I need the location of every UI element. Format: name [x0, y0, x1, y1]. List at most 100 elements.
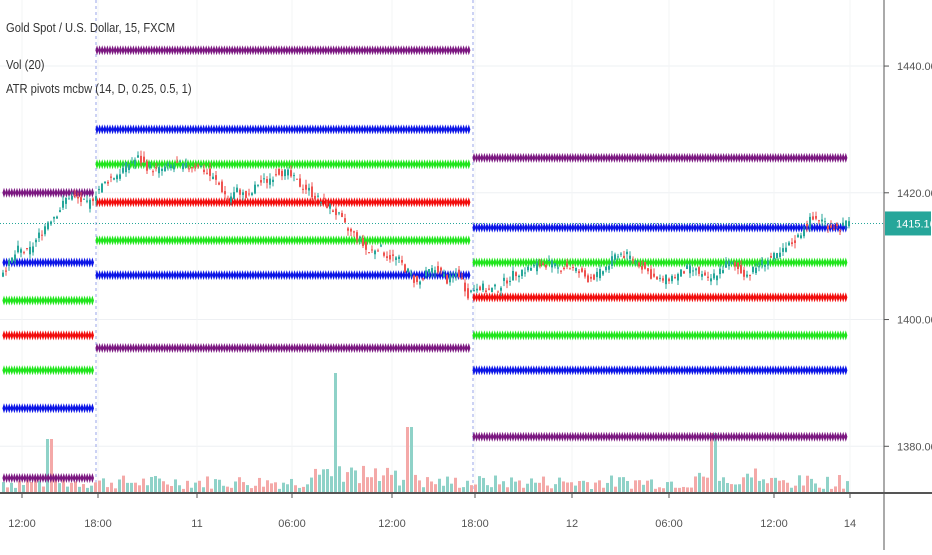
candle-body: [20, 249, 22, 253]
candle-body: [746, 274, 748, 277]
pivot-marker: [529, 222, 533, 233]
volume-bar: [606, 482, 609, 493]
pivot-marker: [41, 472, 45, 483]
candle-body: [377, 250, 379, 252]
volume-bar: [38, 481, 41, 493]
pivot-marker: [152, 45, 156, 56]
pivot-marker: [748, 330, 752, 341]
pivot-marker: [490, 292, 494, 303]
pivot-marker: [183, 45, 187, 56]
volume-bar: [350, 467, 353, 493]
pivot-marker: [779, 292, 783, 303]
pivot-marker: [176, 124, 180, 135]
pivot-marker: [386, 197, 390, 208]
pivot-marker: [293, 235, 297, 246]
legend-indicator[interactable]: ATR pivots mcbw (14, D, 0.25, 0.5, 1): [6, 81, 192, 96]
pivot-marker: [274, 159, 278, 170]
pivot-marker: [235, 270, 239, 281]
pivot-marker: [49, 257, 53, 268]
pivot-marker: [194, 235, 198, 246]
candle-body: [686, 265, 688, 269]
pivot-marker: [813, 152, 817, 163]
pivot-marker: [225, 124, 229, 135]
pivot-marker: [568, 152, 572, 163]
pivot-marker: [209, 45, 213, 56]
pivot-marker: [540, 365, 544, 376]
pivot-marker: [282, 197, 286, 208]
volume-bar: [422, 487, 425, 493]
pivot-marker: [735, 330, 739, 341]
legend-symbol[interactable]: Gold Spot / U.S. Dollar, 15, FXCM: [6, 20, 176, 35]
pivot-marker: [680, 330, 684, 341]
pivot-marker: [259, 159, 263, 170]
volume-bar: [642, 484, 645, 493]
pivot-marker: [134, 343, 138, 354]
pivot-marker: [199, 197, 203, 208]
pivot-marker: [324, 45, 328, 56]
volume-bar: [46, 439, 49, 493]
pivot-marker: [178, 45, 182, 56]
pivot-marker: [446, 235, 450, 246]
pivot-marker: [420, 124, 424, 135]
candle-body: [671, 275, 673, 282]
pivot-marker: [308, 124, 312, 135]
pivot-marker: [303, 270, 307, 281]
pivot-marker: [425, 197, 429, 208]
y-tick-label: 1440.00: [897, 61, 932, 73]
pivot-marker: [360, 45, 364, 56]
pivot-marker: [269, 343, 273, 354]
pivot-marker: [62, 472, 66, 483]
session-dividers: [95, 0, 474, 493]
pivot-marker: [215, 235, 219, 246]
pivot-marker: [105, 270, 109, 281]
pivot-marker: [503, 292, 507, 303]
pivot-marker: [191, 197, 195, 208]
pivot-marker: [693, 152, 697, 163]
pivot-marker: [467, 45, 471, 56]
volume-bar: [394, 470, 397, 493]
pivot-marker: [319, 270, 323, 281]
candle-body: [587, 275, 589, 283]
volume-bar: [530, 478, 533, 493]
pivot-marker: [628, 431, 632, 442]
pivot-marker: [49, 472, 53, 483]
pivot-marker: [134, 270, 138, 281]
pivot-marker: [38, 403, 42, 414]
pivot-marker: [189, 159, 193, 170]
pivot-marker: [430, 197, 434, 208]
pivot-marker: [111, 159, 115, 170]
pivot-marker: [779, 365, 783, 376]
volume-bar: [234, 481, 237, 493]
pivot-marker: [662, 257, 666, 268]
pivot-marker: [137, 197, 141, 208]
pivot-marker: [287, 45, 291, 56]
candle-body: [560, 270, 562, 272]
candle-body: [17, 245, 19, 253]
pivot-marker: [459, 159, 463, 170]
volume-bar: [6, 487, 9, 493]
pivot-marker: [498, 257, 502, 268]
pivot-marker: [755, 431, 759, 442]
pivot-marker: [124, 197, 128, 208]
pivot-marker: [498, 152, 502, 163]
legend-volume[interactable]: Vol (20): [6, 57, 45, 72]
pivot-marker: [488, 365, 492, 376]
pivot-marker: [623, 292, 627, 303]
candle-body: [827, 226, 829, 229]
pivot-marker: [506, 152, 510, 163]
pivot-marker: [33, 330, 37, 341]
pivot-marker: [300, 235, 304, 246]
pivot-marker: [498, 222, 502, 233]
pivot-marker: [573, 431, 577, 442]
pivot-marker: [781, 330, 785, 341]
pivot-marker: [339, 45, 343, 56]
pivot-marker: [183, 124, 187, 135]
volume-bar: [798, 475, 801, 493]
pivot-marker: [446, 197, 450, 208]
pivot-marker: [103, 124, 107, 135]
pivot-marker: [485, 365, 489, 376]
pivot-marker: [797, 365, 801, 376]
candle-body: [170, 165, 172, 169]
